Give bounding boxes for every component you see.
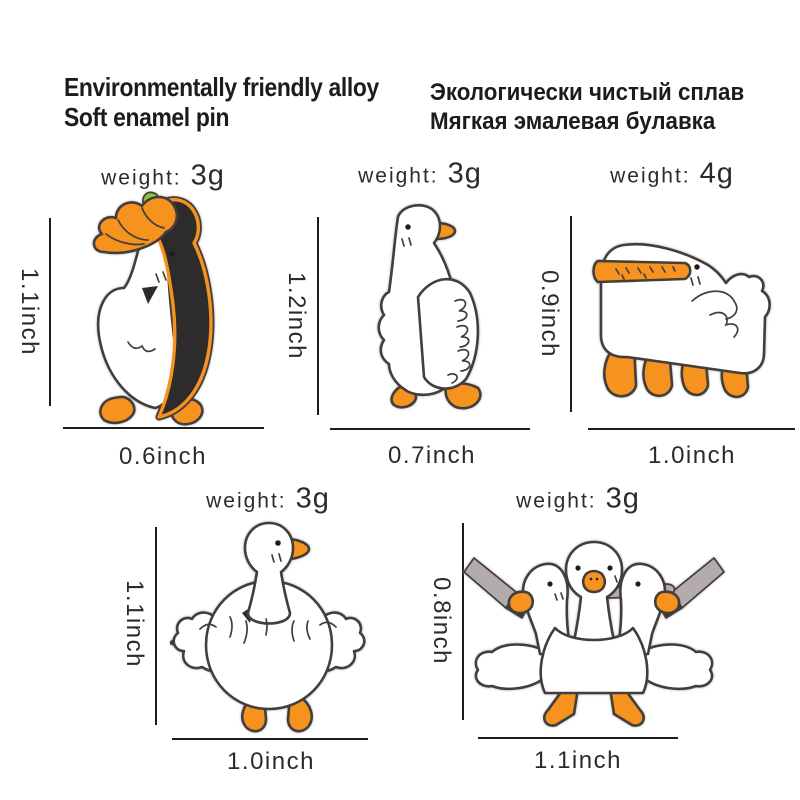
width-dimension-line <box>478 737 678 739</box>
wings-out-duck-icon <box>170 521 366 733</box>
weight-value: 3g <box>447 157 482 190</box>
width-dimension-line <box>588 428 795 430</box>
height-dimension-label: 1.1inch <box>16 268 43 356</box>
looking-back-duck-icon <box>377 204 482 410</box>
width-dimension-label: 1.1inch <box>534 747 622 774</box>
width-dimension-label: 1.0inch <box>227 748 315 775</box>
title-russian: Экологически чистый сплав Мягкая эмалева… <box>430 78 744 136</box>
width-dimension-line <box>172 738 368 740</box>
height-dimension-line <box>49 218 51 406</box>
title-english: Environmentally friendly alloy Soft enam… <box>64 72 379 132</box>
weight-label: weight: 3g <box>206 482 330 515</box>
weight-label: weight: 3g <box>101 159 225 192</box>
width-dimension-line <box>330 428 530 430</box>
flower-hat-duck-icon <box>92 191 215 426</box>
height-dimension-line <box>317 217 319 415</box>
height-dimension-label: 1.2inch <box>283 272 310 360</box>
long-duck-icon <box>592 242 771 399</box>
weight-label: weight: 3g <box>358 157 482 190</box>
weight-value: 3g <box>295 482 330 515</box>
height-dimension-label: 0.9inch <box>536 270 563 358</box>
weight-value: 3g <box>190 159 225 192</box>
three-headed-knife-duck-icon <box>463 540 725 727</box>
height-dimension-label: 0.8inch <box>428 577 455 665</box>
title-english-line1: Environmentally friendly alloy <box>64 72 379 102</box>
weight-label: weight: 3g <box>516 482 640 515</box>
width-dimension-label: 1.0inch <box>648 442 736 469</box>
title-english-line2: Soft enamel pin <box>64 102 230 132</box>
height-dimension-line <box>570 216 572 412</box>
width-dimension-label: 0.6inch <box>119 443 207 470</box>
weight-label: weight: 4g <box>610 157 734 190</box>
width-dimension-label: 0.7inch <box>388 442 476 469</box>
weight-value: 3g <box>605 482 640 515</box>
title-russian-line2: Мягкая эмалевая булавка <box>430 108 716 135</box>
height-dimension-line <box>155 527 157 725</box>
title-russian-line1: Экологически чистый сплав <box>430 79 745 106</box>
height-dimension-line <box>462 523 464 720</box>
weight-value: 4g <box>699 157 734 190</box>
height-dimension-label: 1.1inch <box>121 580 148 668</box>
width-dimension-line <box>63 427 264 429</box>
